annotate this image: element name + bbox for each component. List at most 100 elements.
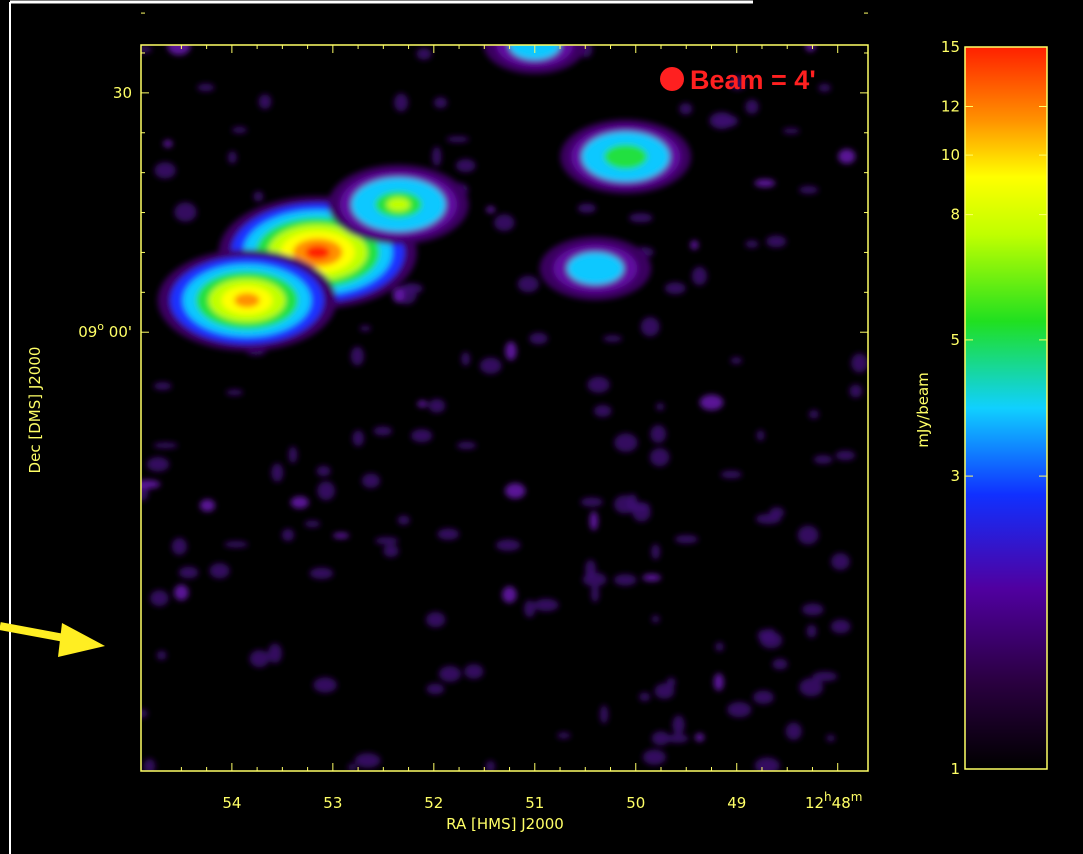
noise-blob — [438, 665, 462, 683]
noise-blob — [437, 528, 460, 540]
y-tick-label: 30 — [113, 84, 132, 102]
colorbar-border — [964, 46, 1048, 770]
noise-blob — [290, 496, 309, 509]
noise-blob — [806, 624, 817, 638]
arrow-pointer — [0, 622, 105, 657]
x-tick-label: 53 — [323, 794, 342, 812]
noise-blob — [649, 447, 670, 467]
noise-blob — [352, 430, 365, 447]
noise-blob — [799, 677, 824, 697]
noise-blob — [818, 83, 831, 93]
noise-blob — [797, 525, 819, 545]
noise-blob — [224, 541, 249, 548]
noise-blob — [456, 441, 477, 450]
noise-blob — [765, 235, 787, 248]
noise-blob — [288, 446, 298, 464]
noise-blob — [317, 481, 336, 501]
noise-blob — [332, 532, 350, 539]
noise-blob — [785, 722, 802, 741]
noise-blob — [479, 357, 502, 374]
noise-blob — [756, 430, 765, 441]
emission-layer — [141, 45, 868, 771]
x-tick-label: 50 — [626, 794, 645, 812]
noise-blob — [812, 671, 838, 682]
noise-blob — [628, 213, 653, 223]
noise-blob — [639, 692, 651, 702]
noise-blob — [347, 763, 357, 771]
noise-blob — [752, 690, 774, 705]
beam-annotation: Beam = 4' — [690, 65, 816, 95]
noise-blob — [354, 753, 381, 768]
noise-blob — [227, 151, 237, 164]
noise-blob — [426, 683, 445, 695]
noise-blob — [432, 146, 442, 167]
colorbar-tick-label: 1 — [950, 760, 960, 778]
noise-blob — [143, 758, 156, 771]
noise-blob — [580, 497, 604, 507]
noise-blob — [502, 586, 517, 603]
noise-blob — [691, 266, 708, 286]
heatmap — [141, 45, 868, 771]
noise-blob — [614, 433, 638, 453]
noise-blob — [361, 473, 381, 489]
noise-blob — [729, 75, 746, 90]
noise-blob — [383, 544, 399, 558]
noise-blob — [209, 563, 230, 579]
noise-blob — [849, 384, 863, 398]
noise-blob — [268, 643, 283, 664]
noise-blob — [433, 97, 448, 109]
noise-blob — [713, 673, 724, 691]
x-tick-label: 51 — [525, 794, 544, 812]
noise-blob — [713, 114, 739, 128]
beam-marker — [660, 67, 684, 91]
noise-blob — [664, 282, 686, 295]
noise-blob — [808, 409, 819, 419]
noise-blob — [392, 287, 405, 303]
source-contour — [234, 293, 260, 308]
noise-blob — [626, 493, 638, 513]
noise-blob — [755, 513, 782, 525]
y-axis-label: Dec [DMS] J2000 — [26, 347, 44, 474]
noise-blob — [455, 158, 476, 173]
axis-ticks — [141, 12, 868, 771]
noise-blob — [650, 424, 667, 444]
noise-blob — [153, 442, 178, 449]
noise-blob — [666, 734, 689, 743]
noise-blob — [754, 179, 776, 188]
noise-blob — [167, 45, 191, 56]
noise-blob — [174, 584, 189, 601]
noise-blob — [163, 139, 173, 148]
noise-blob — [590, 584, 600, 603]
noise-blob — [672, 715, 685, 735]
noise-blob — [316, 465, 331, 477]
noise-blob — [764, 628, 777, 643]
noise-blob — [838, 148, 856, 164]
noise-blob — [602, 335, 623, 343]
noise-blob — [694, 733, 705, 742]
noise-blob — [141, 709, 148, 718]
noise-blob — [199, 499, 216, 512]
noise-blob — [782, 127, 800, 134]
source-contour — [305, 245, 331, 260]
plot-border — [140, 44, 869, 772]
noise-blob — [801, 603, 824, 616]
noise-blob — [154, 162, 176, 179]
noise-blob — [577, 203, 597, 214]
noise-blob — [585, 559, 596, 579]
noise-blob — [304, 520, 321, 528]
noise-blob — [529, 332, 548, 345]
noise-blob — [727, 701, 752, 718]
colorbar-label: mJy/beam — [914, 372, 932, 448]
noise-blob — [772, 658, 788, 670]
noise-blob — [156, 650, 167, 661]
colorbar-tick-label: 12 — [941, 97, 960, 115]
noise-blob — [798, 185, 819, 194]
noise-blob — [505, 341, 517, 361]
colorbar — [965, 47, 1047, 769]
colorbar-tick-label: 5 — [950, 331, 960, 349]
noise-blob — [464, 664, 484, 679]
x-tick-label: 52 — [424, 794, 443, 812]
noise-blob — [651, 615, 660, 623]
x-axis-label: RA [HMS] J2000 — [446, 815, 564, 833]
